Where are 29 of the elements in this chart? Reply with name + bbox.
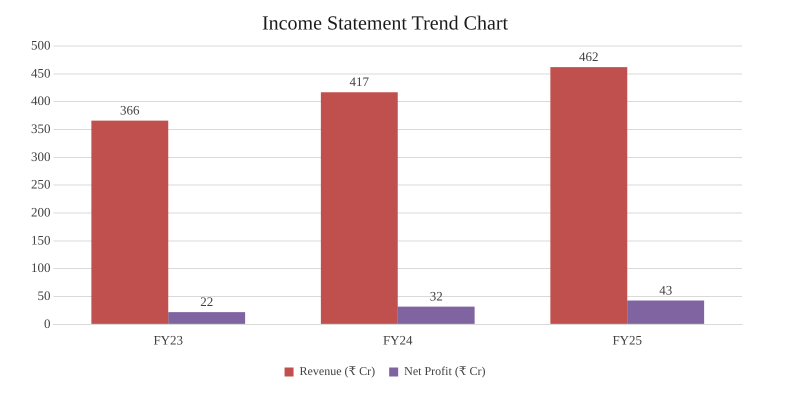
data-label: 32 [430, 288, 443, 304]
y-tick-label: 300 [31, 148, 50, 164]
bar [91, 120, 168, 324]
bar [550, 67, 628, 324]
data-label: 417 [350, 74, 370, 90]
bar [627, 300, 704, 324]
legend-label: Revenue (₹ Cr) [300, 364, 376, 378]
x-tick-label: FY25 [612, 332, 642, 348]
y-tick-label: 200 [31, 204, 50, 220]
legend-label: Net Profit (₹ Cr) [404, 364, 486, 378]
y-tick-label: 350 [31, 120, 50, 136]
bar [320, 92, 398, 324]
chart-title: Income Statement Trend Chart [262, 12, 508, 34]
y-tick-label: 450 [31, 65, 50, 80]
data-label: 43 [659, 282, 672, 298]
x-tick-label: FY23 [153, 332, 184, 348]
bar [168, 312, 246, 324]
y-tick-label: 50 [38, 288, 50, 303]
y-tick-label: 500 [31, 37, 50, 52]
y-tick-label: 400 [31, 93, 50, 108]
data-label: 22 [200, 294, 214, 310]
y-tick-label: 150 [31, 232, 50, 248]
x-tick-label: FY24 [382, 332, 414, 348]
data-label: 366 [120, 102, 140, 118]
y-tick-label: 100 [31, 260, 50, 276]
bar [398, 306, 475, 324]
data-label: 462 [579, 49, 599, 64]
y-tick-label: 250 [31, 176, 50, 192]
y-tick-label: 0 [44, 316, 50, 331]
